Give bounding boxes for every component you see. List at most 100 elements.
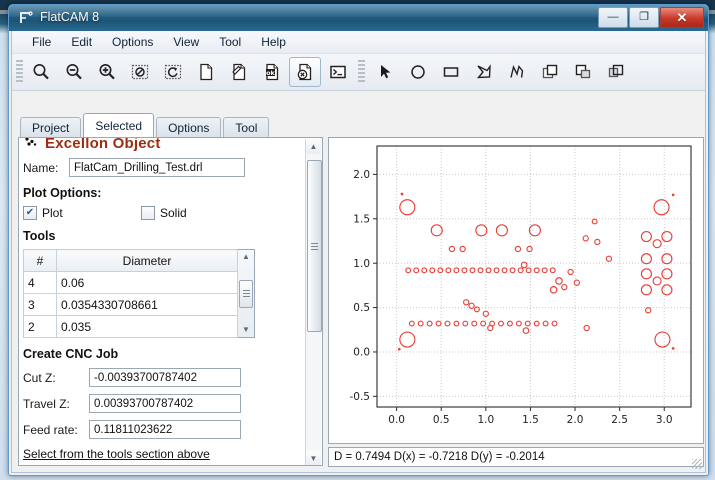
plot-canvas-panel[interactable]: 0.0 0.5 1.0 1.5 2.0 2.5 3.0 -0.5 0.0 0.5 1.0 1.5 2.0: [328, 137, 704, 444]
svg-text:2.0: 2.0: [353, 169, 370, 181]
resize-grip[interactable]: [692, 459, 702, 469]
name-input[interactable]: FlatCam_Drilling_Test.drl: [69, 158, 245, 177]
minimize-icon: —: [607, 11, 619, 23]
svg-text:1.0: 1.0: [353, 258, 370, 270]
draw-rectangle-button[interactable]: [435, 57, 467, 87]
union-button[interactable]: [534, 57, 566, 87]
tab-options-label: Options: [168, 120, 210, 135]
row-diameter: 0.0354330708661: [56, 293, 238, 316]
intersect-button[interactable]: [600, 57, 632, 87]
tab-selected[interactable]: Selected: [83, 113, 155, 137]
table-row[interactable]: 3 0.0354330708661: [23, 293, 238, 316]
menu-edit[interactable]: Edit: [71, 35, 93, 49]
title-bar[interactable]: FlatCAM 8 — ❐ ✕: [9, 5, 708, 31]
plot-options-label: Plot Options:: [23, 186, 102, 200]
edit-file-button[interactable]: [223, 57, 255, 87]
menu-file[interactable]: File: [32, 35, 52, 49]
row-num: 2: [23, 315, 57, 338]
cut-z-row: Cut Z: -0.00393700787402: [23, 368, 299, 387]
travel-z-input[interactable]: 0.00393700787402: [89, 394, 241, 413]
plot-checkbox[interactable]: ✔: [23, 206, 37, 220]
svg-text:0.5: 0.5: [433, 414, 450, 426]
cut-z-input[interactable]: -0.00393700787402: [89, 368, 241, 387]
menu-bar: File Edit Options View Tool Help: [12, 31, 705, 54]
panel-scrollbar[interactable]: ▲ ▼: [305, 139, 322, 465]
tab-tool-label: Tool: [235, 120, 258, 135]
panel-scroll-up-button[interactable]: ▲: [306, 139, 321, 154]
feed-rate-label: Feed rate:: [23, 422, 78, 437]
menu-view[interactable]: View: [173, 35, 200, 49]
svg-text:3.0: 3.0: [656, 414, 673, 426]
subtract-button[interactable]: [567, 57, 599, 87]
tab-options[interactable]: Options: [156, 117, 222, 137]
table-scroll-down-arrow[interactable]: ▼: [242, 325, 250, 334]
draw-polygon-button[interactable]: [468, 57, 500, 87]
panel-scroll-up-arrow: ▲: [309, 142, 318, 151]
tab-project[interactable]: Project: [20, 117, 82, 137]
maximize-button[interactable]: ❐: [629, 7, 659, 28]
svg-text:1.0: 1.0: [477, 414, 494, 426]
zoom-out-button[interactable]: [58, 57, 90, 87]
table-scroll-thumb[interactable]: [239, 279, 253, 308]
tools-label: Tools: [23, 229, 56, 243]
select-arrow-button[interactable]: [369, 57, 401, 87]
svg-text:0.0: 0.0: [353, 347, 370, 359]
drill-scatter-plot[interactable]: 0.0 0.5 1.0 1.5 2.0 2.5 3.0 -0.5 0.0 0.5 1.0 1.5 2.0: [329, 138, 703, 443]
row-num: 4: [23, 271, 57, 294]
panel-scroll-down-button[interactable]: ▼: [306, 451, 321, 465]
col-header-num: #: [23, 249, 57, 272]
panel-scroll-down-arrow: ▼: [309, 454, 318, 463]
solid-checkbox[interactable]: [141, 206, 155, 220]
plot-checkbox-label: Plot: [42, 206, 63, 220]
table-thumb-grip: [242, 290, 250, 297]
menu-help[interactable]: Help: [261, 35, 286, 49]
new-file-button[interactable]: [190, 57, 222, 87]
menu-options[interactable]: Options: [112, 35, 154, 49]
selected-object-panel: Excellon Object Name: FlatCam_Drilling_T…: [18, 137, 323, 466]
col-header-diameter: Diameter: [56, 249, 238, 272]
svg-text:0.5: 0.5: [353, 302, 370, 314]
draw-circle-button[interactable]: [402, 57, 434, 87]
intersect-icon: [608, 64, 624, 78]
plot-checkbox-group[interactable]: ✔ Plot: [23, 206, 141, 220]
select-arrow-icon: [381, 65, 391, 79]
tool-bar: ok: [12, 54, 705, 91]
delta-text: D = 0.7494 D(x) = -0.7218 D(y) = -0.2014: [334, 451, 545, 463]
row-diameter: 0.035: [56, 315, 238, 338]
draw-path-button[interactable]: [501, 57, 533, 87]
shell-button[interactable]: [322, 57, 354, 87]
delta-measure-bar: D = 0.7494 D(x) = -0.7218 D(y) = -0.2014: [328, 447, 704, 467]
cnc-section-label: Create CNC Job: [23, 347, 119, 361]
tab-tool[interactable]: Tool: [223, 117, 270, 137]
panel-scroll-track[interactable]: [306, 154, 322, 451]
flatcam-app-icon: [20, 11, 33, 23]
zoom-in-button[interactable]: [91, 57, 123, 87]
panel-scroll-thumb[interactable]: [307, 160, 322, 332]
svg-text:2.0: 2.0: [567, 414, 584, 426]
draw-path-icon: [510, 64, 524, 78]
table-row[interactable]: 4 0.06: [23, 271, 238, 294]
table-row[interactable]: 2 0.035: [23, 315, 238, 338]
tools-table-scrollbar[interactable]: ▲ ▼: [238, 249, 255, 338]
status-right-group: X: -0.6672 Y: 1.4359 [in] 100%: [414, 475, 704, 476]
feed-rate-input[interactable]: 0.11811023622: [89, 420, 241, 439]
selected-panel-content: Excellon Object Name: FlatCam_Drilling_T…: [23, 138, 299, 465]
edit-file-icon: [232, 63, 246, 81]
table-scroll-up-arrow[interactable]: ▲: [242, 252, 250, 261]
toolbar-grip-left[interactable]: [16, 60, 23, 84]
close-button[interactable]: ✕: [660, 7, 704, 28]
zoom-in-icon: [99, 64, 115, 80]
travel-z-label: Travel Z:: [23, 396, 70, 411]
replot-button[interactable]: [157, 57, 189, 87]
panel-thumb-grip: [311, 242, 318, 250]
minimize-button[interactable]: —: [598, 7, 628, 28]
clear-plot-button[interactable]: [124, 57, 156, 87]
menu-tool[interactable]: Tool: [219, 35, 242, 49]
zoom-out-icon: [66, 64, 82, 80]
tools-table[interactable]: # Diameter 4 0.06 3 0.0354330708661 2: [23, 249, 238, 338]
zoom-fit-button[interactable]: [25, 57, 57, 87]
delete-file-button[interactable]: [289, 57, 321, 87]
clear-plot-icon: [131, 64, 149, 80]
solid-checkbox-group[interactable]: Solid: [141, 206, 187, 220]
ok-file-button[interactable]: ok: [256, 57, 288, 87]
